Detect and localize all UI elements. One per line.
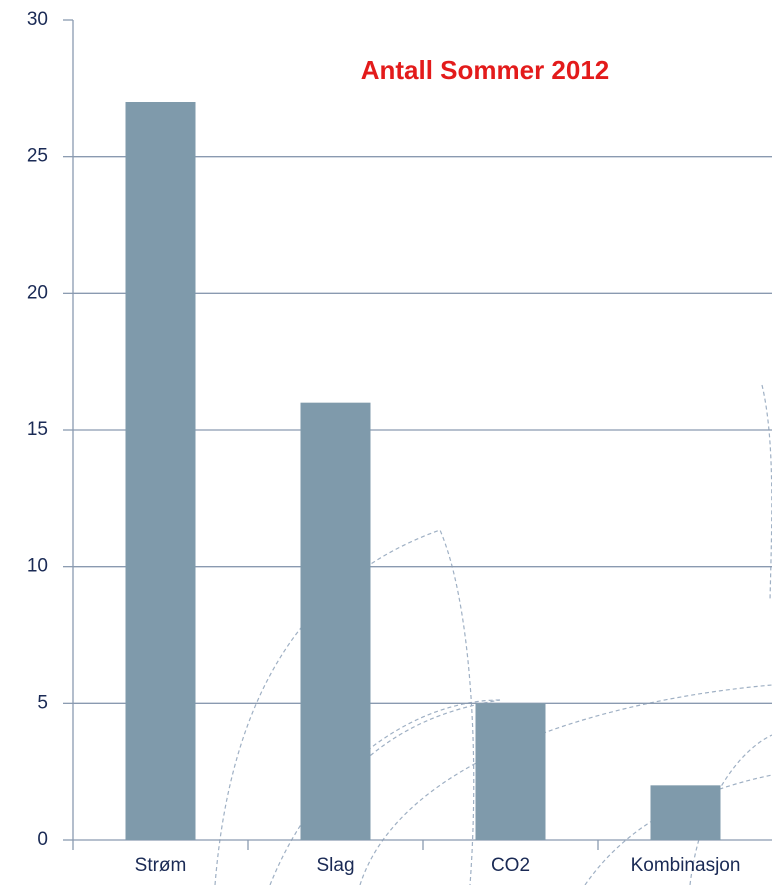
x-tick-label: CO2: [491, 855, 530, 876]
bar: [300, 402, 371, 840]
bar: [125, 102, 196, 840]
y-tick-label: 20: [27, 282, 48, 303]
x-tick-label: Strøm: [135, 855, 187, 876]
y-tick-label: 10: [27, 556, 48, 577]
y-tick-label: 0: [37, 829, 48, 850]
y-tick-label: 30: [27, 9, 48, 30]
bar: [650, 785, 721, 840]
y-tick-label: 25: [27, 146, 48, 167]
x-tick-label: Kombinasjon: [631, 855, 741, 876]
chart-title: Antall Sommer 2012: [361, 55, 610, 85]
y-tick-label: 5: [37, 692, 48, 713]
y-tick-label: 15: [27, 419, 48, 440]
bar: [475, 703, 546, 840]
x-tick-label: Slag: [316, 855, 354, 876]
